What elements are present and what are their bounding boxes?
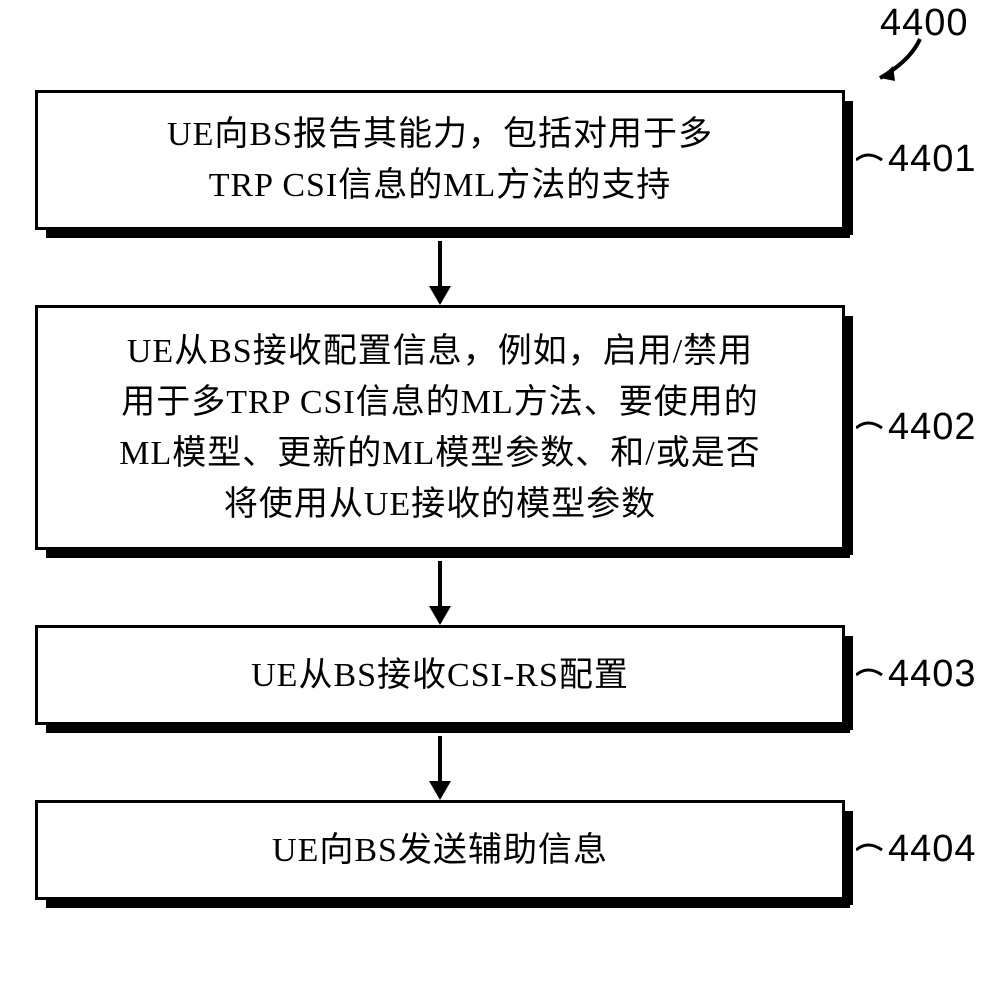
flowchart-container: 4400 UE向BS报告其能力，包括对用于多 TRP CSI信息的ML方法的支持… bbox=[0, 0, 989, 1000]
flow-step-4-text: UE向BS发送辅助信息 bbox=[272, 825, 608, 876]
flow-step-3-label: 4403 bbox=[888, 653, 977, 696]
flow-step-2-text: UE从BS接收配置信息，例如，启用/禁用 用于多TRP CSI信息的ML方法、要… bbox=[119, 326, 760, 530]
flow-step-4: UE向BS发送辅助信息 bbox=[35, 800, 845, 900]
label-lead-1 bbox=[856, 150, 886, 170]
flow-step-2-label: 4402 bbox=[888, 406, 977, 449]
title-arrow-icon bbox=[865, 36, 935, 91]
flow-step-1-label: 4401 bbox=[888, 138, 977, 181]
label-lead-2 bbox=[856, 418, 886, 438]
flow-step-2: UE从BS接收配置信息，例如，启用/禁用 用于多TRP CSI信息的ML方法、要… bbox=[35, 305, 845, 550]
label-lead-3 bbox=[856, 665, 886, 685]
flow-step-4-label: 4404 bbox=[888, 828, 977, 871]
flow-step-1: UE向BS报告其能力，包括对用于多 TRP CSI信息的ML方法的支持 bbox=[35, 90, 845, 230]
label-lead-4 bbox=[856, 840, 886, 860]
flow-step-1-text: UE向BS报告其能力，包括对用于多 TRP CSI信息的ML方法的支持 bbox=[167, 109, 713, 211]
flow-step-3: UE从BS接收CSI-RS配置 bbox=[35, 625, 845, 725]
flow-step-3-text: UE从BS接收CSI-RS配置 bbox=[251, 650, 629, 701]
